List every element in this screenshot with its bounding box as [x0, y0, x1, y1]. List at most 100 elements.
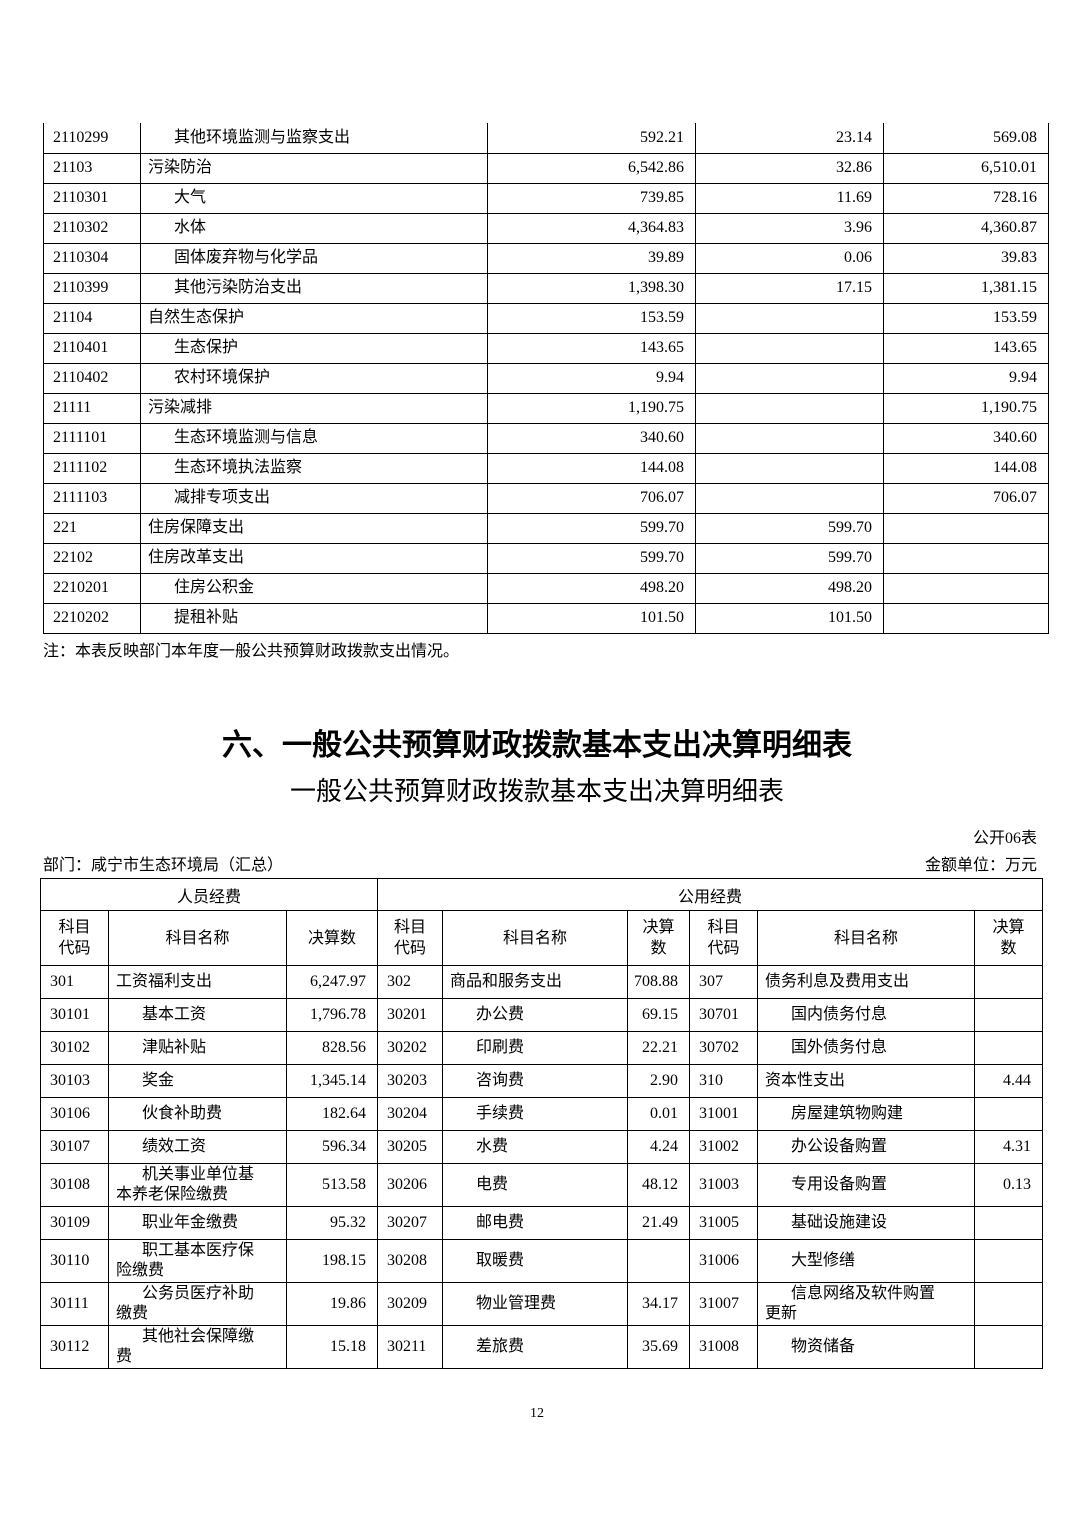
amount-value — [695, 392, 884, 424]
amount-value — [695, 302, 884, 334]
subject-code: 30206 — [377, 1163, 443, 1207]
subject-name: 津贴补贴 — [108, 1031, 287, 1065]
subject-name: 生态环境执法监察 — [140, 452, 488, 484]
amount-value — [973, 1206, 1044, 1240]
section-title: 六、一般公共预算财政拨款基本支出决算明细表 — [222, 729, 852, 762]
amount-value: 9.94 — [883, 362, 1049, 394]
subject-code: 2111101 — [43, 422, 141, 454]
subject-code: 31003 — [689, 1163, 758, 1207]
subject-name: 商品和服务支出 — [442, 965, 628, 999]
budget-table-row: 21111 污染减排 1,190.75 1,190.75 — [43, 392, 1049, 424]
amount-value: 9.94 — [487, 362, 696, 394]
detail-table-row: 30112 其他社会保障缴 费 15.18 30211 差旅费 35.69 31008 物资储… — [40, 1325, 1044, 1369]
subject-name: 资本性支出 — [757, 1064, 975, 1098]
budget-table-row: 2210202 提租补贴 101.50 101.50 — [43, 602, 1049, 634]
budget-table-row: 2110301 大气 739.85 11.69 728.16 — [43, 182, 1049, 214]
subject-name: 生态环境监测与信息 — [140, 422, 488, 454]
subject-name: 差旅费 — [442, 1325, 628, 1369]
subject-name: 公务员医疗补助 缴费 — [108, 1282, 287, 1326]
subject-name: 房屋建筑物购建 — [757, 1097, 975, 1131]
subject-code: 30207 — [377, 1206, 443, 1240]
subject-name: 电费 — [442, 1163, 628, 1207]
amount-value — [973, 1325, 1044, 1369]
amount-value: 1,190.75 — [883, 392, 1049, 424]
amount-value: 32.86 — [695, 152, 884, 184]
budget-table-row: 2110299 其他环境监测与监察支出 592.21 23.14 569.08 — [43, 123, 1049, 154]
column-header-row: 科目 代码 科目名称 决算数 科目 代码 科目名称 决算 数 科目 代码 科目名… — [40, 910, 1044, 966]
subject-name: 物业管理费 — [442, 1282, 628, 1326]
amount-value: 153.59 — [883, 302, 1049, 334]
group-header-personnel: 人员经费 — [40, 878, 378, 911]
amount-value — [973, 965, 1044, 999]
budget-table-row: 21104 自然生态保护 153.59 153.59 — [43, 302, 1049, 334]
amount-value: 34.17 — [627, 1282, 690, 1326]
amount-value: 706.07 — [883, 482, 1049, 514]
subject-code: 30107 — [40, 1130, 109, 1164]
subject-name: 咨询费 — [442, 1064, 628, 1098]
subject-code: 31006 — [689, 1239, 758, 1283]
detail-table-row: 301 工资福利支出 6,247.97 302 商品和服务支出 708.88 307 债务利息… — [40, 965, 1044, 999]
col-header-code: 科目 代码 — [40, 910, 109, 966]
subject-code: 30203 — [377, 1064, 443, 1098]
subject-name: 信息网络及软件购置 更新 — [757, 1282, 975, 1326]
subject-name: 减排专项支出 — [140, 482, 488, 514]
subject-code: 31007 — [689, 1282, 758, 1326]
subject-code: 30103 — [40, 1064, 109, 1098]
amount-value: 2.90 — [627, 1064, 690, 1098]
subject-name: 污染减排 — [140, 392, 488, 424]
subject-name: 基本工资 — [108, 998, 287, 1032]
detail-table-row: 30103 奖金 1,345.14 30203 咨询费 2.90 310 资本性支出 4.44 — [40, 1064, 1044, 1098]
subject-name: 奖金 — [108, 1064, 287, 1098]
subject-name: 邮电费 — [442, 1206, 628, 1240]
amount-value: 1,398.30 — [487, 272, 696, 304]
col-header-amount: 决算 数 — [627, 910, 690, 966]
subject-code: 2110402 — [43, 362, 141, 394]
amount-value: 35.69 — [627, 1325, 690, 1369]
budget-table-row: 2110302 水体 4,364.83 3.96 4,360.87 — [43, 212, 1049, 244]
amount-value: 599.70 — [487, 542, 696, 574]
subject-code: 30211 — [377, 1325, 443, 1369]
subject-name: 基础设施建设 — [757, 1206, 975, 1240]
detail-table-row: 30106 伙食补助费 182.64 30204 手续费 0.01 31001 房屋建筑物购建 — [40, 1097, 1044, 1131]
budget-table-row: 221 住房保障支出 599.70 599.70 — [43, 512, 1049, 544]
subject-code: 30106 — [40, 1097, 109, 1131]
subject-code: 30202 — [377, 1031, 443, 1065]
amount-value: 0.06 — [695, 242, 884, 274]
subject-code: 310 — [689, 1064, 758, 1098]
subject-code: 22102 — [43, 542, 141, 574]
subject-code: 302 — [377, 965, 443, 999]
subject-name: 自然生态保护 — [140, 302, 488, 334]
subject-code: 30110 — [40, 1239, 109, 1283]
amount-value: 0.13 — [973, 1163, 1044, 1207]
subject-name: 大气 — [140, 182, 488, 214]
subject-code: 2111102 — [43, 452, 141, 484]
budget-table-row: 2210201 住房公积金 498.20 498.20 — [43, 572, 1049, 604]
subject-code: 30112 — [40, 1325, 109, 1369]
continuation-table-body: 2110299 其他环境监测与监察支出 592.21 23.14 569.08 21103… — [43, 123, 1049, 634]
amount-value: 513.58 — [286, 1163, 378, 1207]
subject-code: 31002 — [689, 1130, 758, 1164]
amount-value: 3.96 — [695, 212, 884, 244]
amount-value: 143.65 — [487, 332, 696, 364]
budget-table-row: 2111102 生态环境执法监察 144.08 144.08 — [43, 452, 1049, 484]
subject-name: 债务利息及费用支出 — [757, 965, 975, 999]
amount-value — [973, 1097, 1044, 1131]
amount-value: 101.50 — [695, 602, 884, 634]
amount-value — [973, 1031, 1044, 1065]
subject-name: 固体废弃物与化学品 — [140, 242, 488, 274]
amount-value — [695, 452, 884, 484]
amount-value: 708.88 — [627, 965, 690, 999]
amount-value: 6,542.86 — [487, 152, 696, 184]
amount-value: 11.69 — [695, 182, 884, 214]
subject-code: 2111103 — [43, 482, 141, 514]
subject-name: 生态保护 — [140, 332, 488, 364]
subject-code: 30208 — [377, 1239, 443, 1283]
subject-code: 2110302 — [43, 212, 141, 244]
amount-value: 182.64 — [286, 1097, 378, 1131]
amount-value: 101.50 — [487, 602, 696, 634]
subject-name: 办公设备购置 — [757, 1130, 975, 1164]
subject-name: 住房保障支出 — [140, 512, 488, 544]
detail-table-header: 人员经费 公用经费 科目 代码 科目名称 决算数 科目 代码 科目名称 决算 数… — [40, 878, 1044, 966]
table-title: 一般公共预算财政拨款基本支出决算明细表 — [289, 777, 784, 806]
